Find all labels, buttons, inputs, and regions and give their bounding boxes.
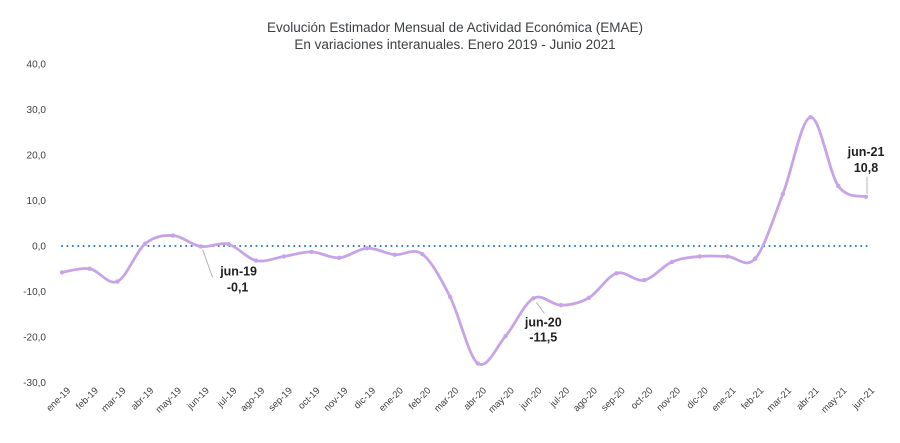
data-point-marker bbox=[558, 302, 564, 308]
data-point-marker bbox=[725, 254, 730, 259]
x-tick-label: oct-19 bbox=[296, 385, 322, 411]
annotation-value: -0,1 bbox=[227, 280, 249, 294]
data-point-marker bbox=[115, 279, 120, 284]
x-tick-label: may-19 bbox=[154, 385, 184, 415]
y-tick-label: -10,0 bbox=[23, 287, 46, 298]
data-point-marker bbox=[281, 254, 286, 259]
x-tick-label: abr-19 bbox=[129, 385, 156, 412]
x-tick-label: jul-19 bbox=[215, 385, 240, 410]
data-point-marker bbox=[475, 361, 481, 366]
x-tick-label: feb-20 bbox=[407, 385, 434, 412]
data-point-marker bbox=[309, 249, 314, 255]
chart-header: Evolución Estimador Mensual de Actividad… bbox=[0, 20, 900, 53]
annotation-label: jun-21 bbox=[847, 145, 885, 159]
x-tick-label: ago-20 bbox=[571, 385, 600, 414]
x-tick-label: mar-19 bbox=[100, 385, 129, 414]
y-tick-label: -30,0 bbox=[23, 378, 46, 389]
x-tick-label: may-21 bbox=[819, 385, 849, 415]
data-point-marker bbox=[669, 259, 675, 265]
x-tick-label: dic-19 bbox=[352, 385, 378, 411]
y-tick-label: 30,0 bbox=[27, 105, 47, 116]
data-point-marker bbox=[170, 233, 176, 238]
data-point-marker bbox=[420, 251, 425, 257]
annotation-label: jun-20 bbox=[524, 315, 562, 329]
data-point-marker bbox=[614, 271, 619, 276]
x-tick-label: mar-20 bbox=[432, 385, 461, 414]
x-tick-label: sep-20 bbox=[599, 385, 627, 413]
data-point-marker bbox=[364, 246, 370, 251]
annotation-leader-line bbox=[535, 302, 545, 314]
x-tick-label: jun-21 bbox=[850, 385, 877, 412]
annotation-value: 10,8 bbox=[854, 161, 878, 175]
x-tick-label: sep-19 bbox=[267, 385, 295, 413]
x-tick-label: jun-19 bbox=[185, 385, 212, 412]
data-point-marker bbox=[780, 191, 786, 197]
x-tick-label: nov-20 bbox=[655, 385, 683, 413]
data-point-marker bbox=[697, 254, 702, 259]
data-point-marker bbox=[752, 256, 758, 261]
y-tick-label: -20,0 bbox=[23, 333, 46, 344]
x-tick-label: abr-21 bbox=[794, 385, 821, 412]
annotation-value: -11,5 bbox=[529, 330, 557, 344]
data-point-marker bbox=[642, 277, 647, 283]
x-tick-label: feb-19 bbox=[74, 385, 101, 412]
x-tick-label: dic-20 bbox=[685, 385, 711, 411]
annotation-label: jun-19 bbox=[219, 264, 257, 278]
y-tick-label: 10,0 bbox=[27, 196, 47, 207]
data-point-marker bbox=[142, 241, 148, 246]
x-tick-label: ene-20 bbox=[377, 385, 406, 414]
data-point-marker bbox=[87, 266, 92, 271]
y-tick-label: 20,0 bbox=[27, 151, 47, 162]
data-point-marker bbox=[836, 183, 841, 189]
data-point-marker bbox=[198, 244, 203, 249]
chart-title: Evolución Estimador Mensual de Actividad… bbox=[267, 20, 643, 35]
chart-subtitle: En variaciones interanuales. Enero 2019 … bbox=[294, 36, 616, 52]
x-tick-label: ene-21 bbox=[710, 385, 739, 414]
annotation-leader-line bbox=[202, 249, 214, 278]
y-tick-label: 0,0 bbox=[32, 242, 46, 253]
x-tick-label: jul-20 bbox=[547, 385, 572, 410]
data-point-marker bbox=[337, 255, 342, 261]
x-tick-label: jun-20 bbox=[517, 385, 544, 412]
data-point-marker bbox=[447, 294, 453, 300]
data-point-marker bbox=[503, 333, 508, 339]
data-point-marker bbox=[863, 194, 869, 200]
data-point-marker bbox=[59, 270, 65, 275]
data-point-marker bbox=[808, 115, 813, 120]
x-tick-label: abr-20 bbox=[462, 385, 489, 412]
data-point-marker bbox=[253, 258, 259, 263]
x-tick-label: oct-20 bbox=[629, 385, 655, 411]
x-tick-label: feb-21 bbox=[739, 385, 766, 412]
x-tick-label: may-20 bbox=[487, 385, 517, 415]
data-point-marker bbox=[586, 295, 591, 301]
data-point-marker bbox=[531, 296, 536, 301]
x-tick-label: ago-19 bbox=[238, 385, 267, 414]
y-tick-label: 40,0 bbox=[27, 60, 47, 71]
data-point-marker bbox=[392, 252, 397, 257]
x-tick-label: nov-19 bbox=[322, 385, 350, 413]
data-point-marker bbox=[226, 241, 231, 247]
emae-series-line bbox=[60, 115, 868, 366]
x-tick-label: mar-21 bbox=[765, 385, 794, 414]
x-tick-label: ene-19 bbox=[44, 385, 73, 414]
